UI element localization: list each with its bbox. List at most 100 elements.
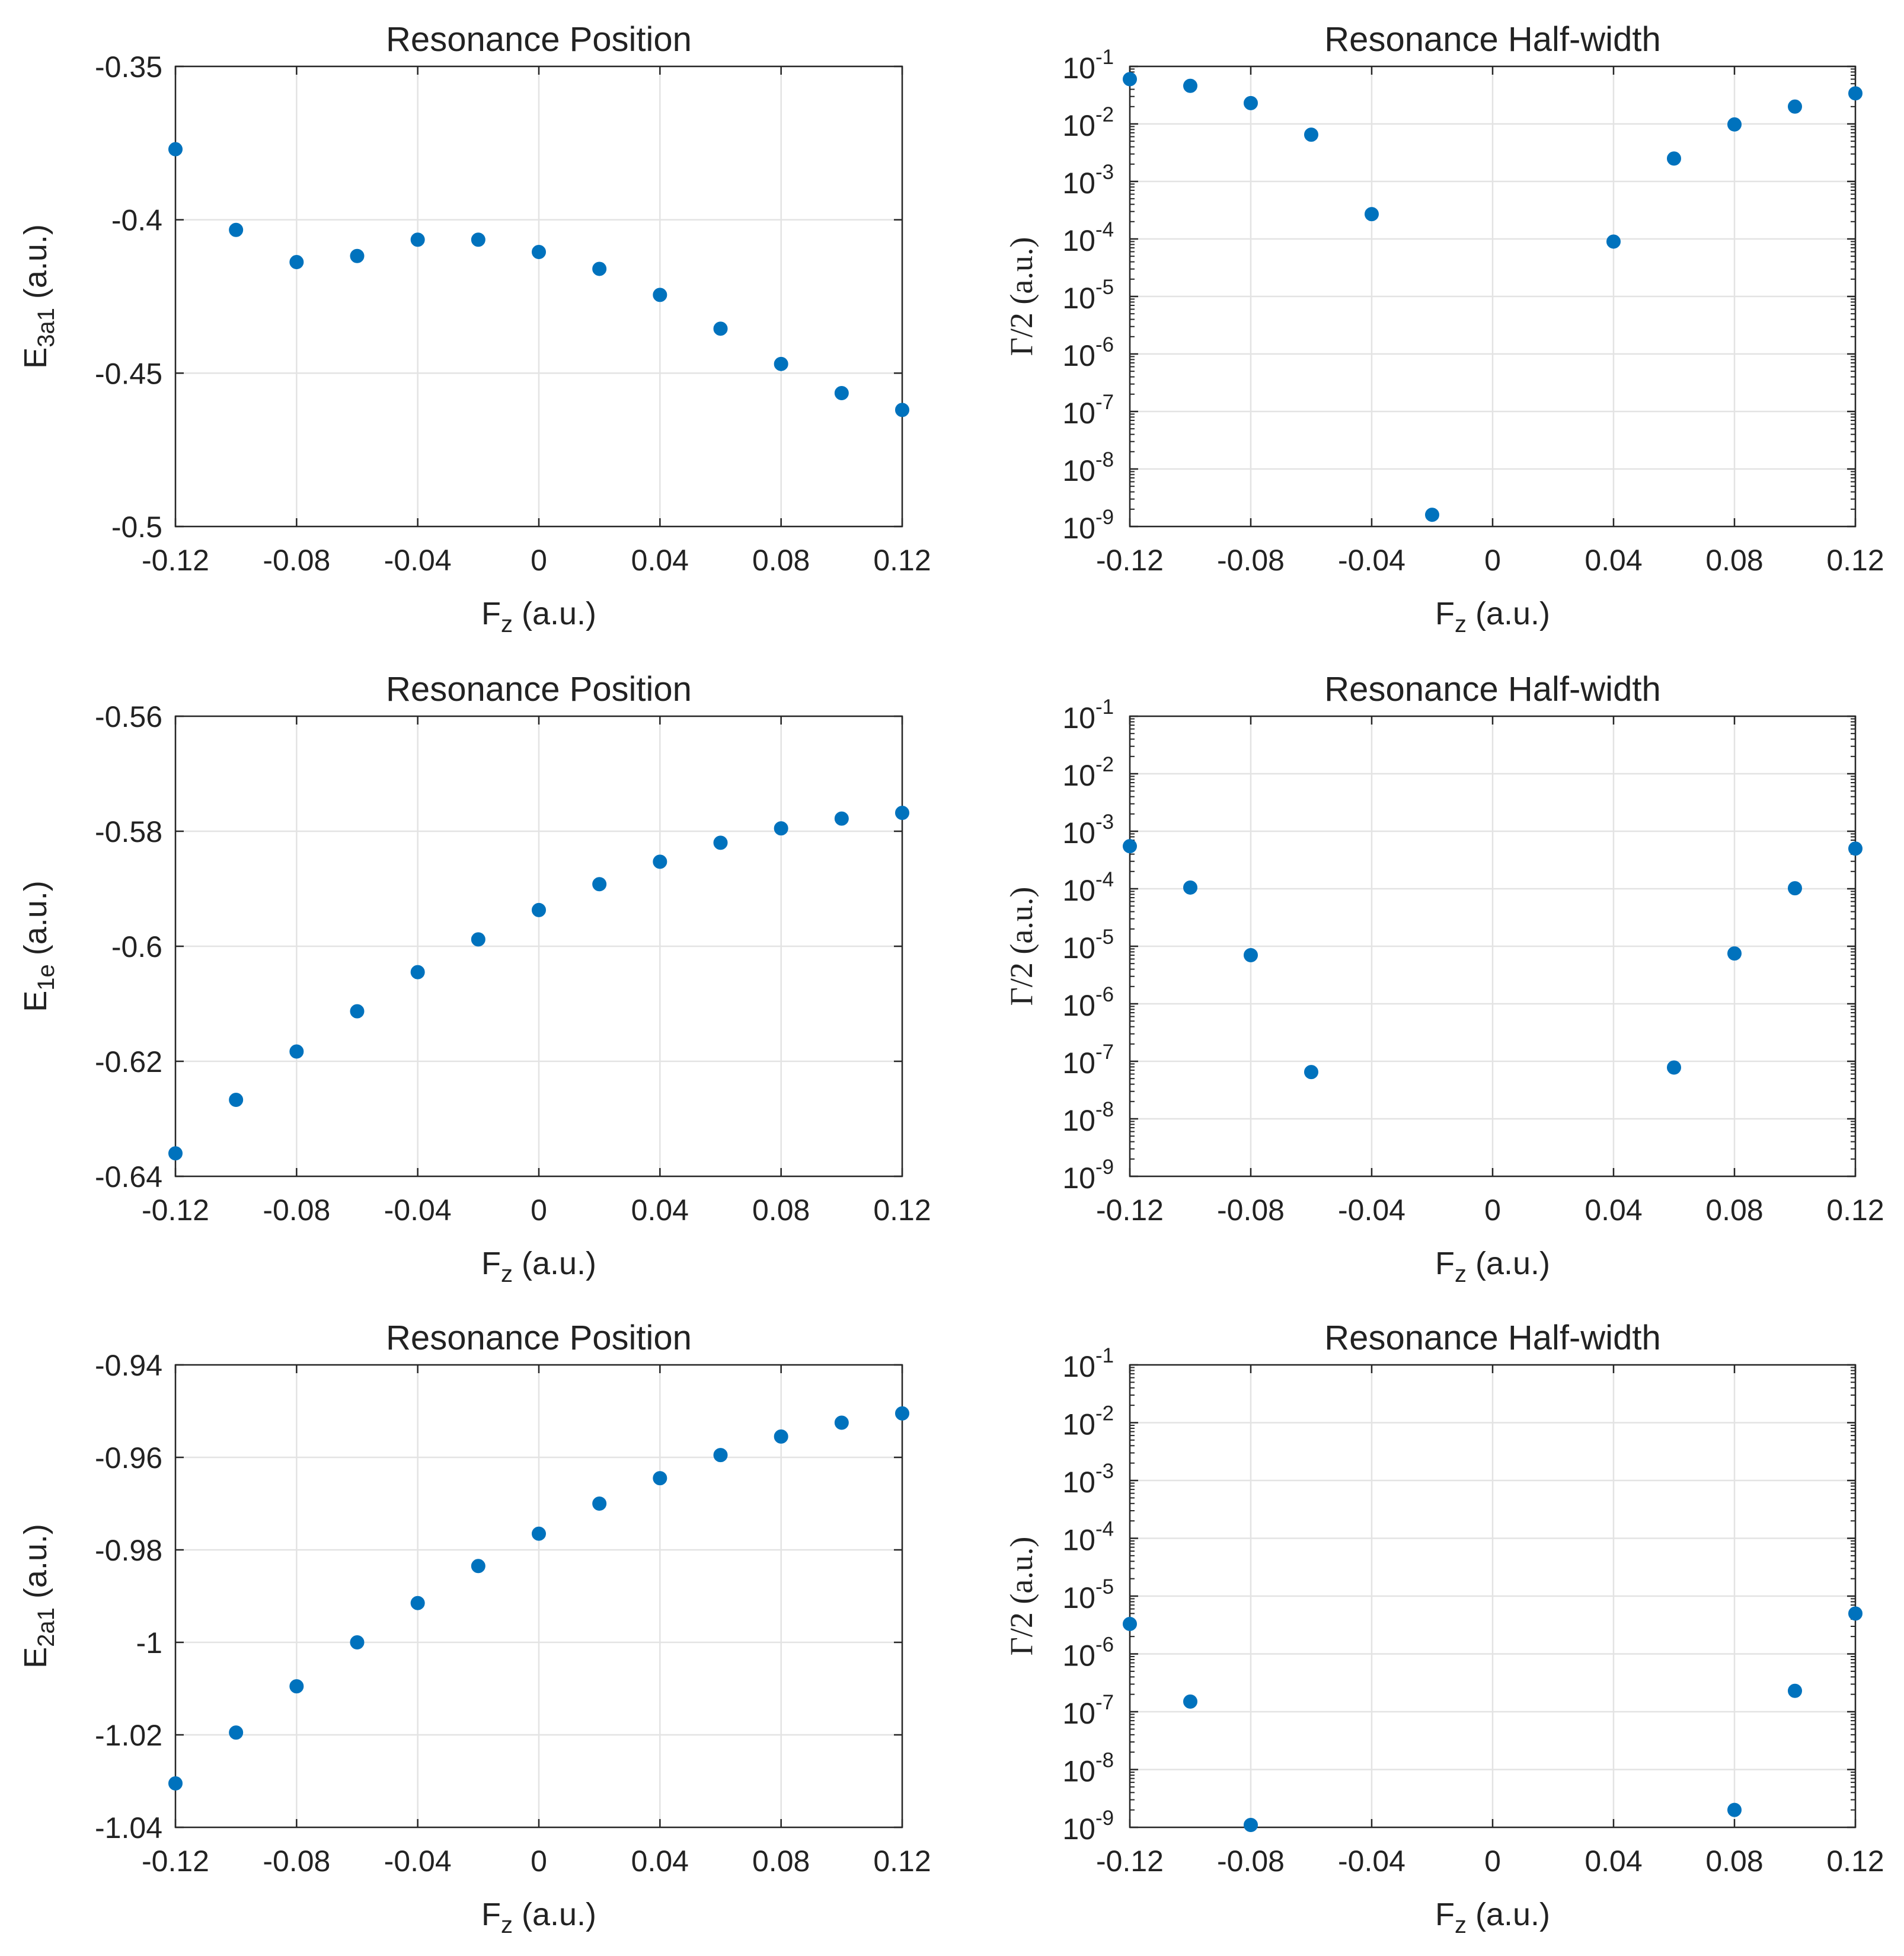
y-axis-label: E3a1 (a.u.): [18, 224, 59, 369]
data-point: [350, 1004, 365, 1019]
x-tick-label: -0.08: [1217, 1194, 1285, 1227]
y-tick-label: 10: [1062, 931, 1095, 965]
x-tick-label: -0.12: [1096, 544, 1164, 577]
x-tick-label: -0.08: [263, 1194, 330, 1227]
y-tick-label: 10: [1062, 1162, 1095, 1195]
y-tick-label: -0.62: [95, 1045, 162, 1078]
y-tick-label: 10: [1062, 1046, 1095, 1080]
y-tick-label-exponent: -9: [1095, 1156, 1114, 1179]
data-point: [289, 1044, 304, 1059]
chart-title: Resonance Position: [386, 670, 692, 709]
y-tick-label: 10: [1062, 282, 1095, 315]
data-point: [1606, 234, 1621, 249]
y-tick-label: -0.4: [111, 204, 162, 237]
x-tick-label: 0: [531, 1194, 547, 1227]
y-tick-label-exponent: -7: [1095, 391, 1114, 414]
data-point: [532, 1526, 546, 1541]
data-point: [350, 248, 365, 263]
y-tick-label: -0.94: [95, 1349, 162, 1382]
y-axis-label: Γ/2 (a.u.): [1004, 237, 1039, 356]
data-point: [1365, 207, 1379, 222]
data-point: [1244, 95, 1258, 110]
y-tick-label-exponent: -2: [1095, 103, 1114, 126]
y-tick-label: -0.98: [95, 1534, 162, 1567]
data-point: [653, 1471, 667, 1486]
data-point: [1425, 508, 1439, 522]
data-point: [653, 288, 667, 302]
y-tick-label-exponent: -4: [1095, 1518, 1114, 1541]
y-tick-label: 10: [1062, 701, 1095, 735]
data-point: [834, 1415, 849, 1430]
x-tick-label: 0: [531, 544, 547, 577]
y-tick-label: 10: [1062, 339, 1095, 372]
y-tick-label-exponent: -2: [1095, 1402, 1114, 1425]
y-tick-label-exponent: -9: [1095, 506, 1114, 529]
chart-title: Resonance Half-width: [1324, 20, 1660, 59]
y-axis-label: E1e (a.u.): [18, 880, 59, 1012]
data-point: [592, 1496, 607, 1511]
data-point: [1788, 881, 1802, 896]
y-tick-label: 10: [1062, 397, 1095, 430]
data-point: [289, 255, 304, 270]
x-tick-label: 0: [1484, 1194, 1501, 1227]
x-axis-label: Fz (a.u.): [1435, 1246, 1550, 1287]
y-tick-label-exponent: -2: [1095, 753, 1114, 776]
data-point: [229, 222, 244, 237]
chart-row-3-right: -0.12 -0.08 -0.04 0 0.04 0.08 0.1210-110-210-3…: [1004, 1319, 1884, 1938]
x-tick-label: 0.04: [631, 1845, 689, 1878]
x-tick-label: -0.08: [263, 1845, 330, 1878]
data-point: [229, 1725, 244, 1740]
y-tick-label: 10: [1062, 1408, 1095, 1441]
y-tick-label: 10: [1062, 512, 1095, 545]
data-point: [1304, 1065, 1318, 1080]
x-tick-label: -0.12: [142, 544, 209, 577]
data-point: [1848, 86, 1863, 101]
x-tick-label: -0.12: [142, 1194, 209, 1227]
chart-row-1-right: -0.12 -0.08 -0.04 0 0.04 0.08 0.1210-110-210-3…: [1004, 20, 1884, 637]
y-tick-label-exponent: -7: [1095, 1691, 1114, 1714]
x-tick-label: 0.04: [1584, 1194, 1642, 1227]
data-point: [713, 1448, 728, 1463]
y-tick-label: 10: [1062, 109, 1095, 142]
x-tick-label: 0.08: [752, 1194, 810, 1227]
y-tick-label-exponent: -9: [1095, 1807, 1114, 1830]
data-point: [532, 902, 546, 917]
data-point: [532, 244, 546, 259]
data-point: [410, 232, 425, 247]
x-tick-label: 0.04: [631, 544, 689, 577]
data-point: [471, 932, 485, 947]
data-point: [1123, 72, 1137, 87]
data-point: [350, 1635, 365, 1649]
y-tick-label: 10: [1062, 1104, 1095, 1137]
x-axis-label: Fz (a.u.): [481, 596, 596, 637]
chart-row-3-left: -0.12 -0.08 -0.04 0 0.04 0.08 0.12 -0.94 -0.96 -0…: [18, 1319, 931, 1938]
data-point: [895, 403, 909, 417]
y-tick-label-exponent: -3: [1095, 811, 1114, 834]
y-tick-label-exponent: -8: [1095, 448, 1114, 471]
x-axis-label: Fz (a.u.): [1435, 1897, 1550, 1938]
y-tick-label: -1.04: [95, 1811, 162, 1845]
y-tick-label: -0.35: [95, 50, 162, 84]
x-tick-label: 0.08: [752, 544, 810, 577]
x-tick-label: -0.04: [384, 1845, 452, 1878]
x-tick-label: 0.08: [1705, 544, 1763, 577]
data-point: [1727, 946, 1742, 961]
data-point: [713, 835, 728, 850]
data-point: [1244, 948, 1258, 963]
x-tick-label: 0.08: [752, 1845, 810, 1878]
data-point: [1123, 1616, 1137, 1631]
data-point: [1727, 1802, 1742, 1817]
chart-title: Resonance Half-width: [1324, 1319, 1660, 1357]
data-point: [1667, 151, 1681, 166]
chart-row-2-left: -0.12 -0.08 -0.04 0 0.04 0.08 0.12 -0.56 -0.58 -0…: [18, 670, 931, 1287]
data-point: [774, 356, 788, 371]
data-point: [1848, 841, 1863, 856]
x-tick-label: -0.04: [1338, 1845, 1405, 1878]
data-point: [1848, 1606, 1863, 1621]
x-tick-label: -0.12: [1096, 1194, 1164, 1227]
y-tick-label: -1.02: [95, 1719, 162, 1752]
y-axis-label: Γ/2 (a.u.): [1004, 887, 1039, 1006]
data-point: [895, 1406, 909, 1421]
y-tick-label: -0.45: [95, 357, 162, 390]
data-point: [168, 1146, 183, 1161]
